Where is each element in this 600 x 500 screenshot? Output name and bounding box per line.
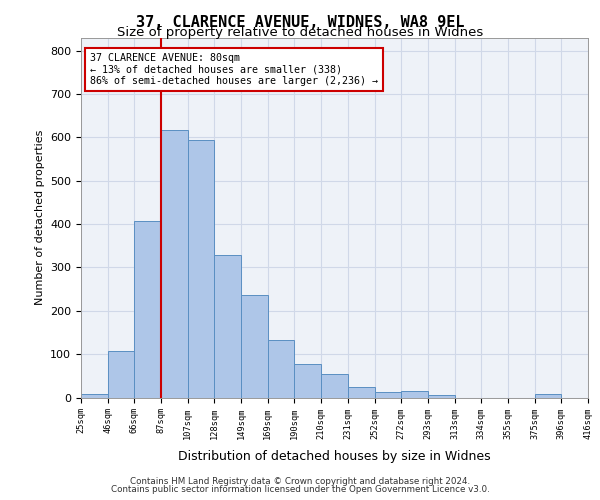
Bar [161,130,188,398]
Bar [401,390,428,398]
Bar [428,396,455,398]
Text: Size of property relative to detached houses in Widnes: Size of property relative to detached ho… [117,26,483,39]
X-axis label: Distribution of detached houses by size in Widnes: Distribution of detached houses by size … [178,450,491,463]
Bar [214,255,241,398]
Bar [348,386,374,398]
Text: 37, CLARENCE AVENUE, WIDNES, WA8 9EL: 37, CLARENCE AVENUE, WIDNES, WA8 9EL [136,15,464,30]
Text: Contains HM Land Registry data © Crown copyright and database right 2024.: Contains HM Land Registry data © Crown c… [130,478,470,486]
Bar [241,294,268,398]
Bar [374,392,401,398]
Y-axis label: Number of detached properties: Number of detached properties [35,130,44,305]
Bar [81,394,107,398]
Bar [188,140,214,398]
Text: Contains public sector information licensed under the Open Government Licence v3: Contains public sector information licen… [110,485,490,494]
Text: 37 CLARENCE AVENUE: 80sqm
← 13% of detached houses are smaller (338)
86% of semi: 37 CLARENCE AVENUE: 80sqm ← 13% of detac… [91,52,379,86]
Bar [535,394,562,398]
Bar [268,340,295,398]
Bar [107,351,134,398]
Bar [134,221,161,398]
Bar [295,364,321,398]
Bar [321,374,348,398]
